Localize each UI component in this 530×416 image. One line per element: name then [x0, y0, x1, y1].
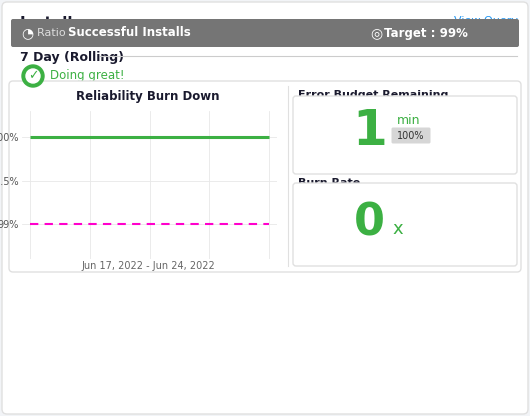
Text: x: x — [392, 220, 403, 238]
Text: Installs: Installs — [20, 16, 83, 31]
Text: 1: 1 — [352, 107, 387, 155]
FancyBboxPatch shape — [9, 81, 521, 272]
Text: View Query: View Query — [454, 16, 518, 26]
Text: 100%: 100% — [398, 131, 425, 141]
Text: Reliability Burn Down: Reliability Burn Down — [76, 90, 220, 103]
Text: ◔: ◔ — [21, 26, 33, 40]
Text: 0: 0 — [354, 201, 385, 245]
FancyBboxPatch shape — [293, 96, 517, 174]
Text: Ratio :: Ratio : — [37, 28, 76, 38]
FancyBboxPatch shape — [11, 19, 519, 47]
Text: ✓: ✓ — [28, 69, 38, 82]
Circle shape — [22, 65, 44, 87]
Text: Burn Rate: Burn Rate — [298, 178, 360, 188]
Text: Target : 99%: Target : 99% — [384, 27, 468, 40]
Text: Successful Installs: Successful Installs — [68, 27, 191, 40]
Circle shape — [26, 69, 40, 83]
Text: Error Budget Remaining: Error Budget Remaining — [298, 90, 448, 100]
FancyBboxPatch shape — [392, 127, 430, 144]
Text: Doing great!: Doing great! — [50, 69, 125, 82]
Text: min: min — [397, 114, 420, 127]
Text: Jun 17, 2022 - Jun 24, 2022: Jun 17, 2022 - Jun 24, 2022 — [81, 261, 215, 271]
Text: ◎: ◎ — [370, 26, 382, 40]
FancyBboxPatch shape — [293, 183, 517, 266]
Text: 7 Day (Rolling): 7 Day (Rolling) — [20, 51, 124, 64]
